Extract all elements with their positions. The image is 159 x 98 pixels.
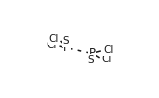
- Text: S: S: [63, 36, 69, 46]
- Text: P: P: [63, 41, 70, 54]
- Text: Cl: Cl: [47, 40, 57, 50]
- Text: Cl: Cl: [48, 34, 59, 44]
- Text: S: S: [88, 55, 94, 65]
- Text: P: P: [89, 47, 96, 60]
- Text: Cl: Cl: [103, 45, 114, 55]
- Text: Cl: Cl: [102, 54, 112, 64]
